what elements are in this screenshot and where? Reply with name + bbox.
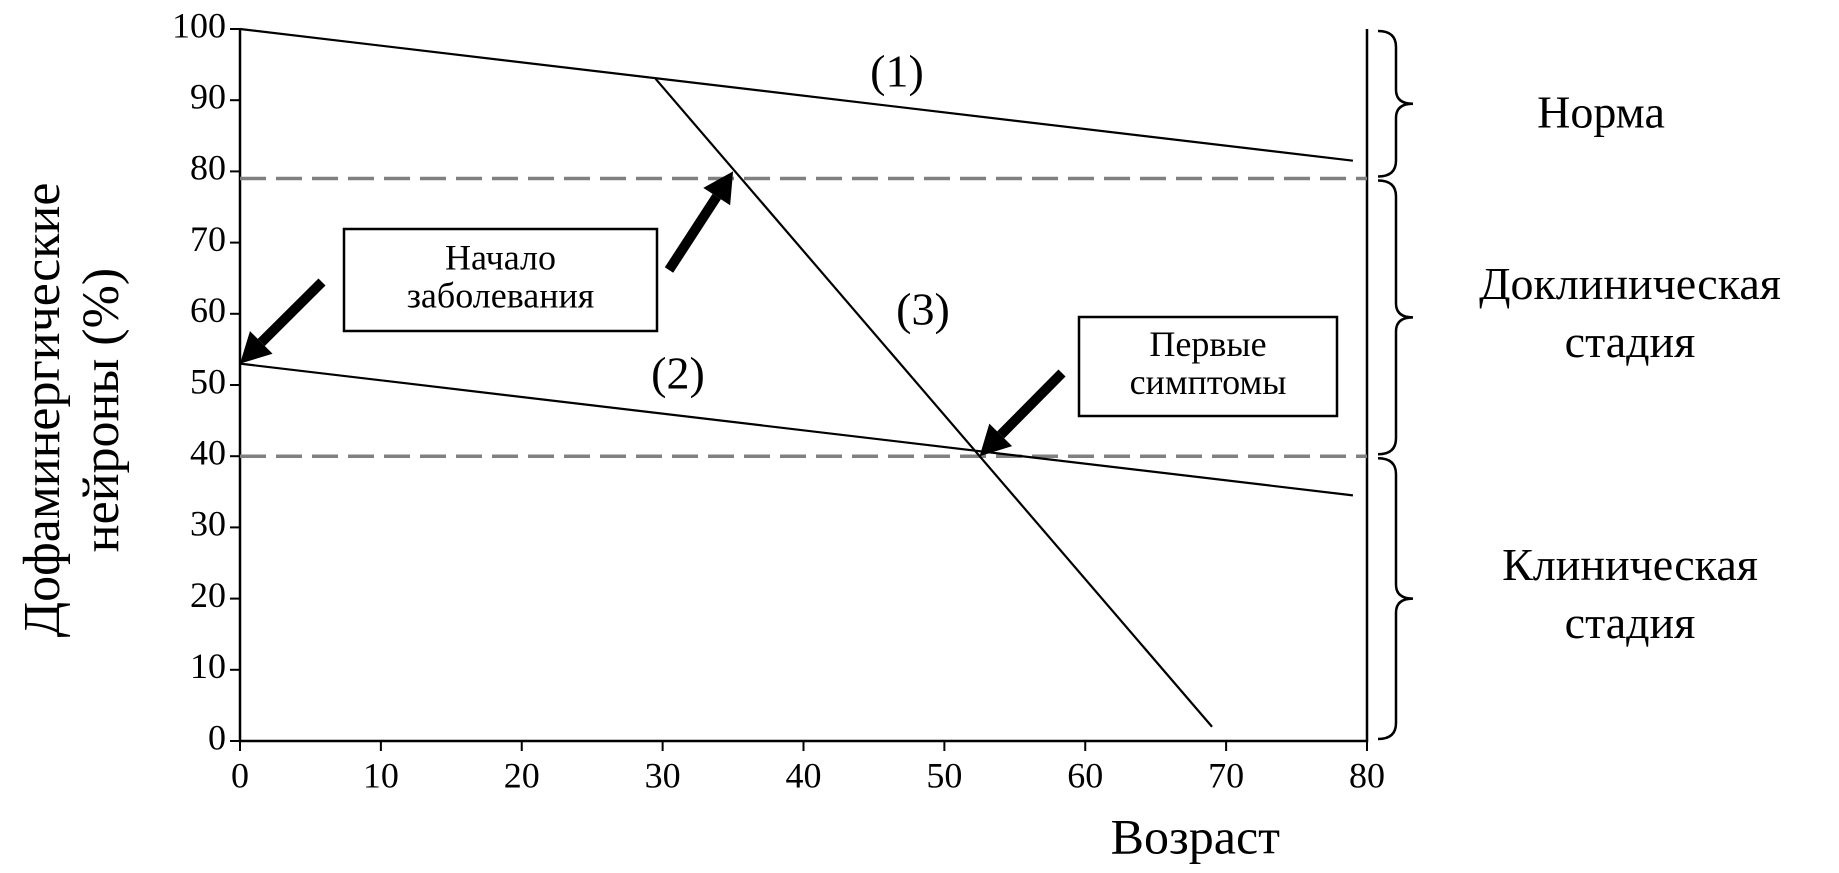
series-line: [239, 362, 1354, 497]
stage-brace: [1377, 456, 1414, 741]
stage-label: стадия: [1565, 597, 1696, 648]
x-tick-label: 0: [231, 755, 249, 795]
annotation-box: [342, 227, 659, 333]
arrow-shaft: [257, 278, 326, 347]
annotation-text: симптомы: [1130, 362, 1287, 402]
x-tick-label: 60: [1067, 755, 1103, 795]
y-tick-label: 10: [190, 646, 226, 686]
y-tick-label: 60: [190, 290, 226, 330]
y-tick-label: 40: [190, 432, 226, 472]
series-line: [654, 78, 1213, 728]
x-tick-label: 50: [926, 755, 962, 795]
x-tick-label: 40: [786, 755, 822, 795]
stage-label: Доклиническая: [1479, 258, 1781, 309]
y-tick-label: 30: [190, 504, 226, 544]
stage-label: Клиническая: [1502, 539, 1758, 590]
annotation-box: [1077, 315, 1339, 418]
series-label: (2): [651, 348, 705, 399]
y-tick-label: 100: [172, 5, 226, 45]
x-tick-label: 30: [645, 755, 681, 795]
stage-label: Норма: [1537, 86, 1665, 137]
y-axis-label: Дофаминергические: [14, 183, 71, 638]
series-label: (3): [896, 284, 950, 335]
x-tick-label: 70: [1208, 755, 1244, 795]
stage-label: стадия: [1565, 316, 1696, 367]
y-tick-label: 20: [190, 575, 226, 615]
y-tick-label: 80: [190, 148, 226, 188]
stage-brace: [1377, 179, 1414, 456]
y-axis-label: нейроны (%): [73, 268, 130, 552]
x-tick-label: 20: [504, 755, 540, 795]
series-line: [239, 27, 1354, 162]
x-tick-label: 80: [1349, 755, 1385, 795]
arrow-head: [979, 423, 1013, 457]
y-tick-label: 0: [208, 717, 226, 757]
y-tick-label: 90: [190, 76, 226, 116]
annotation-text: Начало: [445, 237, 556, 277]
arrow-head: [703, 171, 734, 206]
y-tick-label: 50: [190, 361, 226, 401]
stage-brace: [1377, 29, 1414, 178]
arrow-shaft: [664, 193, 721, 273]
arrow-head: [240, 331, 273, 364]
y-tick-label: 70: [190, 219, 226, 259]
x-axis-label: Возраст: [1111, 808, 1280, 864]
arrow-shaft: [997, 369, 1066, 439]
annotation-text: Первые: [1149, 324, 1266, 364]
series-label: (1): [870, 46, 924, 97]
x-tick-label: 10: [363, 755, 399, 795]
annotation-text: заболевания: [407, 275, 595, 315]
